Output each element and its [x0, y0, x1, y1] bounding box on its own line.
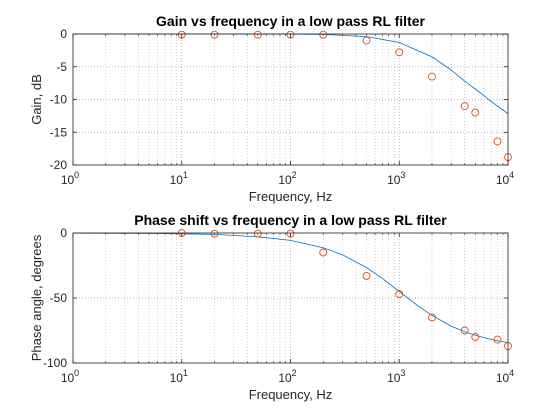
data-point [493, 335, 502, 344]
x-tick-label: 101 [170, 170, 188, 187]
x-tick-exponent: 2 [292, 170, 297, 180]
x-tick-exponent: 1 [183, 170, 188, 180]
data-point [362, 271, 371, 280]
x-tick-exponent: 4 [509, 368, 514, 378]
data-point [210, 229, 219, 238]
data-point [362, 36, 371, 45]
x-tick-label: 100 [61, 368, 79, 385]
y-tick-label: -15 [50, 125, 68, 139]
data-point [253, 229, 262, 238]
data-point [286, 229, 295, 238]
x-tick-label: 102 [278, 170, 296, 187]
x-tick-exponent: 3 [400, 368, 405, 378]
x-tick-exponent: 1 [183, 368, 188, 378]
x-tick-label: 104 [496, 368, 514, 385]
data-point [286, 30, 295, 39]
data-point [493, 137, 502, 146]
x-tick-label: 103 [387, 170, 405, 187]
x-tick-base: 10 [170, 173, 184, 187]
x-tick-exponent: 4 [509, 170, 514, 180]
x-tick-base: 10 [278, 173, 292, 187]
y-axis-label: Phase angle, degrees [29, 234, 44, 361]
series-line [72, 232, 509, 343]
data-point [319, 30, 328, 39]
data-point [460, 326, 469, 335]
x-tick-label: 101 [170, 368, 188, 385]
data-point [428, 313, 436, 322]
x-tick-base: 10 [387, 173, 401, 187]
x-tick-exponent: 3 [400, 170, 405, 180]
data-point [428, 72, 436, 81]
x-tick-exponent: 2 [292, 368, 297, 378]
data-point [319, 248, 328, 257]
y-tick-label: 0 [60, 226, 67, 240]
x-tick-label: 104 [496, 170, 514, 187]
data-point [395, 48, 404, 57]
y-tick-label: 0 [60, 27, 67, 41]
chart-title: Phase shift vs frequency in a low pass R… [134, 212, 447, 228]
data-point [471, 333, 480, 341]
data-point [210, 30, 219, 39]
x-tick-base: 10 [278, 371, 292, 385]
x-tick-base: 10 [496, 371, 510, 385]
x-axis-label: Frequency, Hz [249, 189, 333, 204]
y-tick-label: -50 [50, 291, 68, 305]
x-tick-base: 10 [61, 173, 75, 187]
y-tick-label: -5 [56, 60, 67, 74]
x-tick-base: 10 [61, 371, 75, 385]
y-tick-label: -100 [43, 356, 67, 370]
x-tick-base: 10 [170, 371, 184, 385]
x-tick-label: 100 [61, 170, 79, 187]
y-tick-label: -20 [50, 158, 68, 172]
x-axis-label: Frequency, Hz [249, 387, 333, 402]
data-point [253, 30, 262, 39]
data-point [177, 30, 186, 39]
x-tick-exponent: 0 [74, 170, 79, 180]
x-tick-label: 103 [387, 368, 405, 385]
x-tick-base: 10 [496, 173, 510, 187]
data-point [460, 102, 469, 111]
chart-title: Gain vs frequency in a low pass RL filte… [156, 13, 425, 29]
x-tick-exponent: 0 [74, 368, 79, 378]
data-point [395, 290, 404, 299]
x-tick-base: 10 [387, 371, 401, 385]
data-point [471, 108, 480, 117]
y-tick-label: -10 [50, 93, 68, 107]
x-tick-label: 102 [278, 368, 296, 385]
y-axis-label: Gain, dB [29, 74, 44, 125]
